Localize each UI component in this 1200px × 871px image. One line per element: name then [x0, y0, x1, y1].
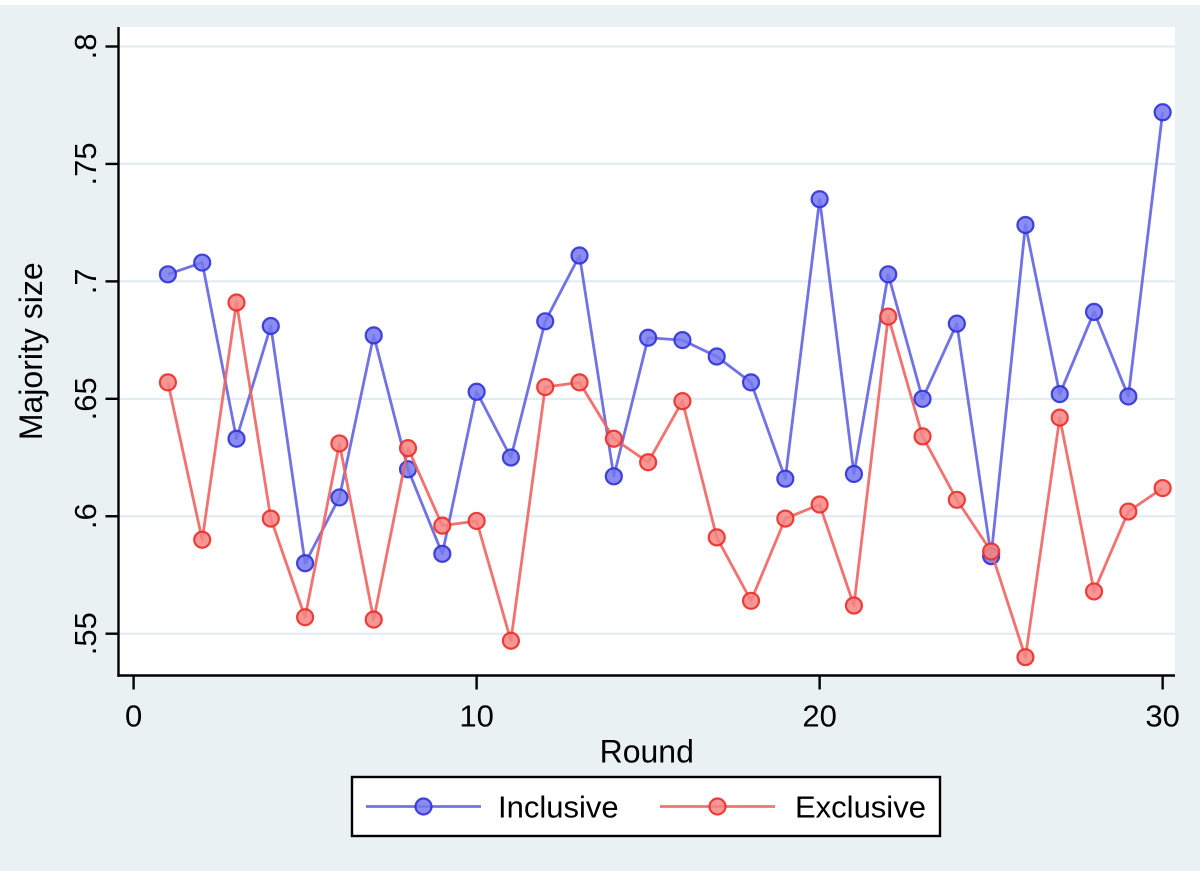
series-inclusive-marker-round-16 [673, 330, 692, 350]
series-inclusive-marker-round-12 [536, 312, 555, 331]
series-exclusive-marker-round-30 [1153, 478, 1172, 498]
series-exclusive-marker-round-9 [433, 516, 452, 535]
series-exclusive-marker-round-6 [330, 434, 349, 453]
series-exclusive-marker-round-2 [193, 530, 212, 549]
series-inclusive-marker-round-24 [947, 314, 966, 333]
series-inclusive-marker-round-4 [261, 316, 280, 336]
x-tick-label-10: 10 [459, 699, 493, 734]
series-exclusive-marker-round-19 [776, 509, 795, 528]
series-inclusive-marker-round-7 [364, 326, 383, 345]
series-inclusive-marker-round-17 [707, 347, 726, 366]
legend-sample-marker-inclusive [414, 797, 433, 816]
plot-area [118, 27, 1175, 676]
series-inclusive-marker-round-10 [467, 382, 486, 401]
x-axis-title: Round [600, 734, 694, 770]
y-tick-label-.65: .65 [68, 377, 103, 420]
y-axis-title: Majority size [13, 262, 49, 440]
y-tick-label-.7: .7 [68, 268, 103, 294]
series-inclusive-marker-round-3 [227, 429, 246, 448]
series-exclusive-marker-round-5 [296, 608, 315, 627]
series-inclusive-marker-round-9 [433, 544, 452, 563]
series-inclusive-marker-round-21 [844, 464, 864, 484]
series-exclusive-marker-round-21 [844, 596, 864, 615]
series-inclusive-marker-round-14 [604, 467, 623, 486]
series-inclusive-marker-round-28 [1084, 302, 1104, 322]
series-inclusive-marker-round-23 [913, 389, 932, 408]
series-exclusive-marker-round-16 [673, 392, 692, 411]
series-exclusive-marker-round-23 [913, 427, 932, 446]
x-tick-label-30: 30 [1145, 699, 1179, 734]
series-inclusive-marker-round-27 [1050, 385, 1069, 404]
series-exclusive-marker-round-3 [227, 293, 246, 312]
series-inclusive-marker-round-19 [776, 469, 795, 488]
series-inclusive-marker-round-6 [330, 488, 349, 507]
series-exclusive-line [166, 301, 1164, 659]
legend-sample-marker-exclusive [708, 797, 727, 816]
series-exclusive-marker-round-4 [261, 509, 280, 528]
series-exclusive-marker-round-1 [158, 373, 177, 392]
series-exclusive-marker-round-22 [879, 307, 898, 326]
series-exclusive-marker-round-11 [501, 631, 521, 650]
series-inclusive-marker-round-22 [879, 265, 898, 284]
y-tick-label-.55: .55 [68, 612, 103, 655]
series-inclusive-marker-round-1 [158, 265, 177, 284]
x-tick-label-20: 20 [802, 699, 836, 734]
series-exclusive-marker-round-10 [467, 511, 486, 531]
legend: Inclusive Exclusive [350, 775, 942, 838]
series-inclusive-marker-round-26 [1016, 215, 1035, 235]
figure-top-edge [0, 0, 1200, 5]
series-exclusive-marker-round-20 [810, 495, 829, 514]
series-inclusive-marker-round-5 [296, 554, 315, 573]
series-exclusive-marker-round-27 [1050, 408, 1069, 427]
series-exclusive-marker-round-7 [364, 610, 383, 629]
legend-label-inclusive: Inclusive [498, 790, 619, 825]
series-exclusive-marker-round-13 [570, 373, 589, 392]
series-inclusive-marker-round-20 [810, 190, 829, 209]
series-inclusive-marker-round-18 [741, 373, 761, 392]
series-inclusive-marker-round-2 [193, 253, 212, 272]
series-exclusive-marker-round-14 [604, 429, 623, 448]
legend-label-exclusive: Exclusive [795, 790, 926, 825]
series-inclusive-marker-round-15 [639, 328, 658, 347]
series-exclusive-marker-round-26 [1016, 648, 1035, 667]
series-exclusive-marker-round-17 [707, 528, 726, 547]
series-exclusive-marker-round-18 [741, 591, 761, 610]
series-inclusive-marker-round-13 [570, 246, 589, 265]
series-exclusive-marker-round-29 [1119, 502, 1138, 521]
series-inclusive-marker-round-30 [1153, 103, 1172, 122]
series-inclusive-marker-round-11 [501, 448, 521, 467]
series-exclusive-marker-round-28 [1084, 582, 1104, 601]
y-tick-label-.75: .75 [68, 142, 103, 185]
series-exclusive-marker-round-8 [398, 439, 418, 458]
x-tick-label-0: 0 [125, 699, 142, 734]
series-exclusive-marker-round-25 [982, 542, 1001, 561]
series-exclusive-marker-round-12 [536, 377, 555, 397]
series-exclusive-marker-round-15 [639, 453, 658, 472]
y-tick-label-.8: .8 [68, 34, 103, 60]
series-inclusive-line [167, 112, 1165, 565]
series-inclusive-marker-round-29 [1119, 387, 1138, 406]
y-tick-label-.6: .6 [68, 503, 103, 529]
series-exclusive-marker-round-24 [947, 490, 966, 509]
